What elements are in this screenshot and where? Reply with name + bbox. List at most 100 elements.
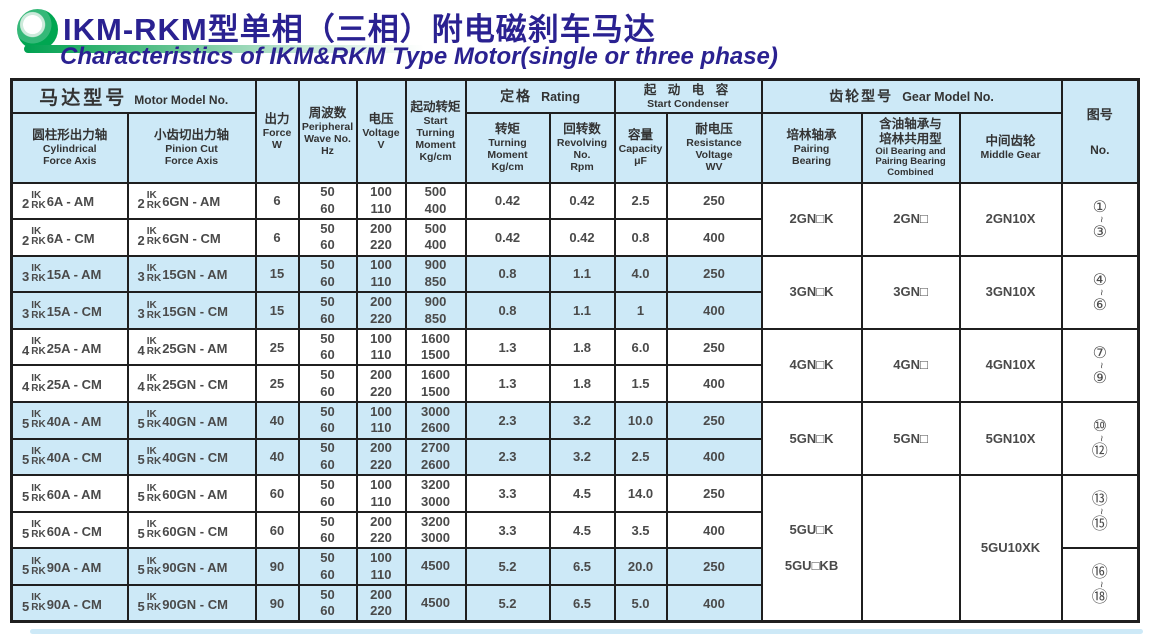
title-swoosh-decoration	[24, 45, 424, 53]
cell-middle-gear: 5GN10X	[958, 401, 1063, 477]
table-row: 5 IK RK 60A - AM 5 IK RK 60GN - AM 60 50 60 100 110 3…	[10, 474, 1140, 623]
cell-revolving: 4.5	[548, 510, 616, 550]
cell-capacity: 5.0	[613, 584, 668, 623]
cell-resistance: 250	[665, 181, 763, 221]
cell-resistance: 250	[665, 547, 763, 587]
header-resistance: 耐电压 Resistance Voltage WV	[665, 111, 763, 184]
cell-model-cylindrical: 5 IK RK 90A - AM	[10, 547, 129, 587]
cell-turning-moment: 0.8	[464, 254, 551, 294]
cell-start-moment: 1600 1500	[404, 327, 467, 367]
cell-capacity: 4.0	[613, 254, 668, 294]
cell-frequency: 50 60	[297, 437, 358, 477]
cell-capacity: 20.0	[613, 547, 668, 587]
header-voltage: 电压 Voltage V	[355, 78, 407, 184]
table-row: 5 IK RK 40A - AM 5 IK RK 40GN - AM 40 50 60 100 110 3…	[10, 401, 1140, 477]
cell-voltage: 200 220	[355, 218, 407, 257]
header-motor-model: 马达型号 Motor Model No.	[10, 78, 257, 114]
table-row: 4 IK RK 25A - AM 4 IK RK 25GN - AM 25 50 60 100 110 1…	[10, 327, 1140, 404]
cell-force: 15	[254, 291, 300, 330]
cell-pairing-bearing: 2GN□K	[760, 181, 863, 257]
cell-revolving: 0.42	[548, 218, 616, 257]
cell-force: 90	[254, 584, 300, 623]
cell-model-pinion: 3 IK RK 15GN - AM	[126, 254, 257, 294]
cell-force: 15	[254, 254, 300, 294]
cell-model-pinion: 2 IK RK 6GN - CM	[126, 218, 257, 257]
header-start-moment: 起动转矩 Start Turning Moment Kg/cm	[404, 78, 467, 184]
cell-pairing-bearing: 5GU□K 5GU□KB	[760, 474, 863, 623]
cell-capacity: 10.0	[613, 401, 668, 440]
cell-model-pinion: 2 IK RK 6GN - AM	[126, 181, 257, 221]
cell-model-cylindrical: 3 IK RK 15A - CM	[10, 291, 129, 330]
cell-model-cylindrical: 2 IK RK 6A - CM	[10, 218, 129, 257]
cell-start-moment: 4500	[404, 584, 467, 623]
cell-force: 90	[254, 547, 300, 587]
header-rating: 定格 Rating	[464, 78, 616, 114]
cell-middle-gear: 3GN10X	[958, 254, 1063, 330]
cell-frequency: 50 60	[297, 291, 358, 330]
cell-start-moment: 900 850	[404, 254, 467, 294]
cell-turning-moment: 1.3	[464, 364, 551, 404]
cell-model-cylindrical: 2 IK RK 6A - AM	[10, 181, 129, 221]
cell-resistance: 400	[665, 510, 763, 550]
cell-revolving: 1.8	[548, 327, 616, 367]
cell-model-pinion: 3 IK RK 15GN - CM	[126, 291, 257, 330]
cell-figure-no: ⑬ ~ ⑮	[1060, 474, 1140, 550]
cell-model-pinion: 5 IK RK 90GN - CM	[126, 584, 257, 623]
table-row: 5 IK RK 60A - CM 5 IK RK 60GN - CM 60 50 60 200 220 3…	[10, 510, 1139, 550]
cell-capacity: 1.5	[613, 364, 668, 404]
cell-frequency: 50 60	[297, 584, 358, 623]
cell-capacity: 3.5	[613, 510, 668, 550]
header-gear-model: 齿轮型号 Gear Model No.	[760, 78, 1063, 114]
cell-revolving: 0.42	[548, 181, 616, 221]
cell-start-moment: 3200 3000	[404, 474, 467, 513]
cell-capacity: 6.0	[613, 327, 668, 367]
header-oil-bearing: 含油轴承与 培林共用型 Oil Bearing and Pairing Bear…	[860, 111, 961, 184]
brand-ring-icon	[17, 9, 58, 50]
page-subtitle: Characteristics of IKM&RKM Type Motor(si…	[60, 43, 778, 70]
cell-capacity: 2.5	[613, 437, 668, 477]
cell-voltage: 100 110	[355, 474, 407, 513]
cell-resistance: 400	[665, 291, 763, 330]
cell-middle-gear: 5GU10XK	[958, 474, 1063, 623]
cell-frequency: 50 60	[297, 327, 358, 367]
cell-turning-moment: 5.2	[464, 547, 551, 587]
cell-model-pinion: 5 IK RK 40GN - AM	[126, 401, 257, 440]
motor-spec-table: 马达型号 Motor Model No. 出力 Force W 周波数 Perip…	[10, 78, 1141, 624]
header-revolving: 回转数 Revolving No. Rpm	[548, 111, 616, 184]
cell-figure-no: ⑩ ~ ⑫	[1060, 401, 1140, 477]
cell-turning-moment: 0.42	[464, 218, 551, 257]
cell-voltage: 200 220	[355, 364, 407, 404]
cell-resistance: 400	[665, 218, 763, 257]
header-row-groups: 马达型号 Motor Model No. 出力 Force W 周波数 Perip…	[10, 78, 1140, 184]
cell-frequency: 50 60	[297, 364, 358, 404]
cell-middle-gear: 2GN10X	[958, 181, 1063, 257]
cell-force: 25	[254, 364, 300, 404]
cell-force: 6	[254, 181, 300, 221]
cell-model-pinion: 4 IK RK 25GN - AM	[126, 327, 257, 367]
cell-resistance: 250	[665, 327, 763, 367]
cell-model-cylindrical: 4 IK RK 25A - CM	[10, 364, 129, 404]
header-pairing-bearing: 培林轴承 Pairing Bearing	[760, 111, 863, 184]
table-row: 2 IK RK 6A - AM 2 IK RK 6GN - AM 6 50 60 100 110 500 4…	[10, 181, 1140, 257]
cell-resistance: 250	[665, 254, 763, 294]
page-title: IKM-RKM型单相（三相）附电磁刹车马达	[63, 12, 656, 47]
cell-force: 60	[254, 510, 300, 550]
cell-model-pinion: 5 IK RK 60GN - CM	[126, 510, 257, 550]
cell-pairing-bearing: 5GN□K	[760, 401, 863, 477]
header-figure-no: 图号 No.	[1060, 78, 1140, 184]
table-row: 3 IK RK 15A - CM 3 IK RK 15GN - CM 15 50 60 200 220 9…	[10, 291, 1139, 330]
cell-figure-no: ④ ~ ⑥	[1060, 254, 1140, 330]
header-start-condenser: 起 动 电 容 Start Condenser	[613, 78, 763, 114]
header-turning-moment: 转矩 Turning Moment Kg/cm	[464, 111, 551, 184]
cell-frequency: 50 60	[297, 181, 358, 221]
cell-frequency: 50 60	[297, 474, 358, 513]
cell-figure-no: ⑯ ~ ⑱	[1060, 547, 1140, 623]
cell-voltage: 100 110	[355, 547, 407, 587]
cell-force: 60	[254, 474, 300, 513]
header-capacity: 容量 Capacity μF	[613, 111, 668, 184]
cell-model-cylindrical: 4 IK RK 25A - AM	[10, 327, 129, 367]
motor-table-body: 2 IK RK 6A - AM 2 IK RK 6GN - AM 6 50 60 100 110 500 4…	[10, 181, 1140, 623]
cell-oil-bearing	[860, 474, 961, 623]
cell-turning-moment: 0.8	[464, 291, 551, 330]
table-row: 5 IK RK 40A - CM 5 IK RK 40GN - CM 40 50 60 200 220 2…	[10, 437, 1139, 477]
